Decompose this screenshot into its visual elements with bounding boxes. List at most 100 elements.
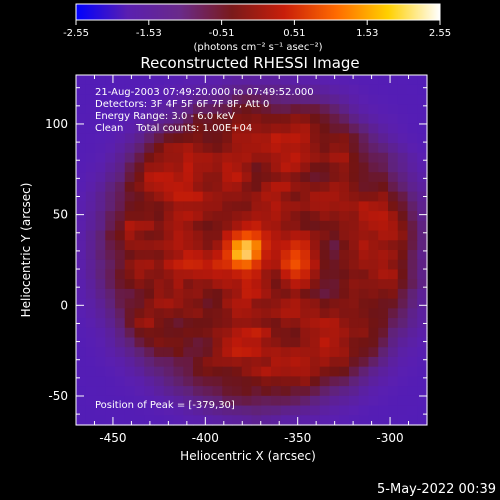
heatmap-cell [222, 259, 233, 271]
heatmap-cell [300, 211, 311, 222]
heatmap-cell [124, 356, 136, 368]
heatmap-cell [173, 288, 184, 300]
heatmap-cell [339, 191, 350, 202]
heatmap-cell [154, 94, 165, 105]
heatmap-cell [154, 191, 165, 202]
heatmap-cell [183, 308, 194, 319]
heatmap-cell [261, 395, 272, 407]
heatmap-cell [358, 269, 370, 280]
heatmap-cell [280, 230, 292, 241]
heatmap-cell [173, 220, 184, 232]
heatmap-cell [339, 211, 350, 222]
heatmap-cell [222, 279, 233, 290]
heatmap-cell [358, 366, 370, 377]
heatmap-cell [163, 94, 175, 105]
heatmap-cell [163, 308, 175, 319]
heatmap-cell [251, 133, 262, 144]
heatmap-cell [134, 405, 145, 416]
heatmap-cell [368, 415, 379, 426]
heatmap-cell [417, 259, 428, 271]
heatmap-cell [378, 104, 389, 115]
heatmap-cell [134, 356, 145, 368]
heatmap-cell [261, 230, 272, 241]
heatmap-cell [193, 269, 204, 280]
heatmap-cell [310, 395, 321, 407]
heatmap-cell [271, 415, 282, 426]
heatmap-cell [290, 337, 301, 348]
heatmap-cell [76, 366, 87, 377]
heatmap-cell [261, 366, 272, 377]
heatmap-cell [134, 347, 145, 358]
heatmap-cell [134, 201, 145, 212]
heatmap-cell [163, 211, 175, 222]
heatmap-cell [85, 259, 97, 271]
heatmap-cell [349, 143, 360, 154]
heatmap-cell [388, 220, 399, 232]
heatmap-cell [144, 386, 155, 397]
heatmap-cell [368, 386, 379, 397]
heatmap-cell [388, 123, 399, 134]
heatmap-cell [339, 366, 350, 377]
heatmap-cell [241, 75, 253, 86]
heatmap-cell [329, 327, 340, 339]
heatmap-cell [378, 366, 389, 377]
heatmap-cell [202, 230, 214, 241]
heatmap-cell [212, 133, 223, 144]
heatmap-cell [95, 143, 106, 154]
heatmap-cell [280, 94, 292, 105]
heatmap-cell [339, 143, 350, 154]
axis-ticks: -450 -400 -350 -300 -50 0 50 100 [45, 75, 427, 445]
heatmap-cell [290, 152, 301, 164]
heatmap-cell [183, 191, 194, 202]
heatmap-cell [193, 356, 204, 368]
heatmap-cell [115, 366, 126, 377]
heatmap-cell [339, 201, 350, 212]
heatmap-cell [378, 143, 389, 154]
heatmap-cell [300, 172, 311, 183]
heatmap-cell [183, 94, 194, 105]
heatmap-cell [183, 143, 194, 154]
heatmap-cell [280, 113, 292, 125]
heatmap-cell [319, 181, 331, 193]
heatmap-cell [212, 269, 223, 280]
heatmap-cell [241, 347, 253, 358]
heatmap-cell [163, 250, 175, 261]
heatmap-cell [329, 84, 340, 96]
heatmap-cell [271, 191, 282, 202]
heatmap-cell [251, 152, 262, 164]
heatmap-cell [407, 386, 418, 397]
heatmap-cell [368, 143, 379, 154]
heatmap-cell [95, 162, 106, 173]
heatmap-cell [134, 250, 145, 261]
heatmap-cell [212, 201, 223, 212]
heatmap-cell [271, 288, 282, 300]
heatmap-cell [271, 230, 282, 241]
heatmap-cell [349, 405, 360, 416]
x-tick-label: -300 [376, 431, 403, 445]
heatmap-cell [251, 250, 262, 261]
heatmap-cell [241, 376, 253, 387]
heatmap-cell [349, 356, 360, 368]
heatmap-cell [115, 201, 126, 212]
heatmap-cell [173, 172, 184, 183]
heatmap-cell [261, 405, 272, 416]
heatmap-cell [134, 298, 145, 309]
heatmap-cell [329, 337, 340, 348]
heatmap-cell [397, 415, 409, 426]
heatmap-cell [241, 133, 253, 144]
heatmap-cell [290, 162, 301, 173]
heatmap-cell [212, 211, 223, 222]
heatmap-cell [271, 298, 282, 309]
heatmap-cell [349, 259, 360, 271]
heatmap-cell [241, 181, 253, 193]
heatmap-cell [251, 347, 262, 358]
heatmap-cell [105, 337, 116, 348]
heatmap-cell [115, 75, 126, 86]
heatmap-cell [193, 113, 204, 125]
heatmap-cell [183, 104, 194, 115]
heatmap-cell [368, 240, 379, 251]
heatmap-cell [339, 123, 350, 134]
heatmap-cell [280, 269, 292, 280]
heatmap-cell [115, 356, 126, 368]
heatmap-cell [368, 347, 379, 358]
